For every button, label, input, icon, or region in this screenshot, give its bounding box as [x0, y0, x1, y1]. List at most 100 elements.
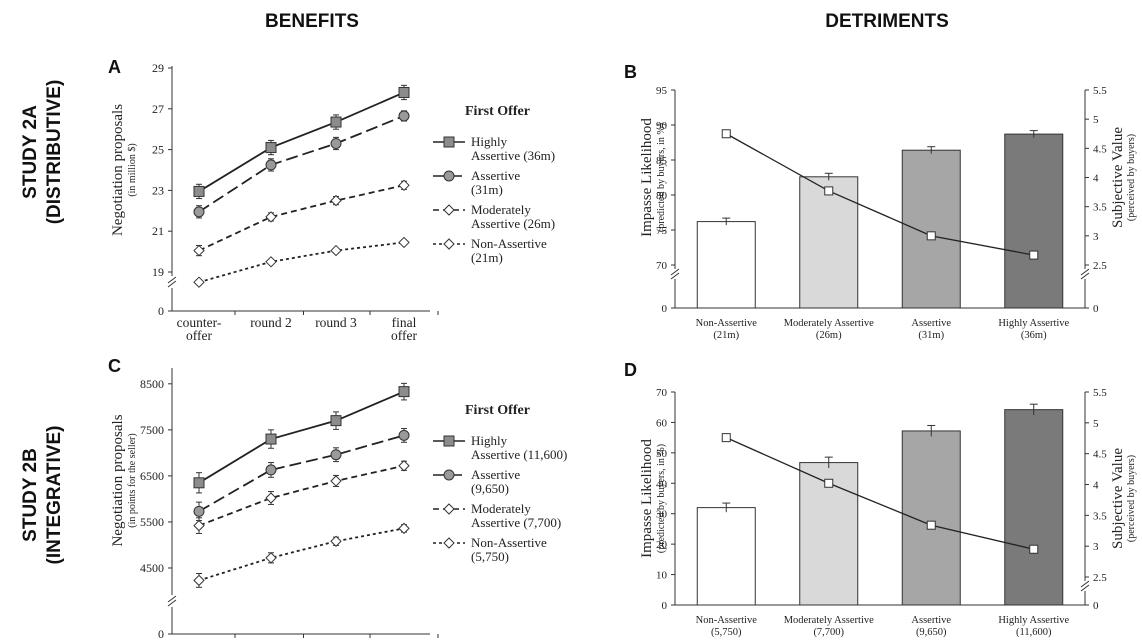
- panel-a-label: A: [108, 57, 121, 77]
- panel-a-legend-swatch-marker: [443, 238, 455, 250]
- panel-d-y2-axis-break-1: [1080, 580, 1090, 588]
- panel-d-ytick-label: 50: [656, 448, 668, 460]
- panel-d-category-label: (11,600): [1016, 627, 1052, 638]
- panel-a-data-point: [265, 159, 277, 171]
- panel-a-legend-entry: Assertive (36m): [471, 148, 555, 163]
- panel-b-category-label: (36m): [1021, 330, 1047, 341]
- panel-c-data-point: [330, 535, 342, 547]
- panel-c-legend-swatch-marker: [443, 435, 455, 447]
- panel-c-line-chart: C045005500650075008500counter-offerround…: [108, 356, 567, 640]
- panel-d-bar: [901, 430, 961, 606]
- panel-b-y2-axis-title: Subjective Value: [1110, 127, 1126, 228]
- panel-a-legend-entry: (31m): [471, 182, 503, 197]
- panel-a-legend-entry: Assertive: [471, 168, 520, 183]
- panel-c-data-point: [265, 552, 277, 564]
- panel-b-bar: [1004, 133, 1064, 309]
- panel-d-y2tick-label: 4: [1093, 480, 1099, 492]
- panel-a-data-point: [398, 86, 410, 98]
- panel-a-category-label: round 2: [250, 315, 292, 330]
- panel-b-y2tick-label: 4: [1093, 173, 1099, 185]
- panel-d-category-label: Moderately Assertive: [784, 615, 874, 626]
- panel-b-category-label: Moderately Assertive: [784, 318, 874, 329]
- panel-d-y-axis-title: Impasse Likelihood: [639, 439, 655, 558]
- panel-a-category-label: final: [392, 315, 417, 330]
- panel-c-ytick-label: 7500: [140, 423, 164, 437]
- panel-c-data-point: [398, 522, 410, 535]
- panel-b-category-label: (21m): [713, 330, 739, 341]
- study-2b-title: STUDY 2B: [20, 448, 41, 542]
- panel-b-y2-axis-break-1: [1080, 268, 1090, 276]
- panel-a-series-line: [198, 184, 405, 252]
- panel-a-data-point: [330, 137, 342, 149]
- panel-c-data-point: [193, 519, 205, 532]
- panel-b-ytick-label: 85: [656, 155, 668, 167]
- panel-c-data-point: [330, 475, 342, 487]
- panel-b-ytick-label: 90: [656, 120, 668, 132]
- panel-a-data-point: [398, 236, 410, 249]
- panel-c-ytick-label: 8500: [140, 377, 164, 391]
- panel-c-data-point: [265, 464, 277, 476]
- panel-c-legend-entry: Moderately: [471, 501, 531, 516]
- panel-d-line-point: [926, 520, 936, 530]
- panel-d-y2tick-label: 5: [1093, 418, 1099, 430]
- study-2a-label: STUDY 2A (DISTRIBUTIVE): [20, 80, 65, 225]
- panel-a-legend-entry: (21m): [471, 250, 503, 265]
- panel-b-ytick-label: 70: [656, 260, 668, 272]
- panel-c-series-line: [198, 390, 405, 484]
- panel-d-category-label: Non-Assertive: [696, 615, 758, 626]
- panel-a-data-point: [330, 244, 342, 257]
- panel-a-legend-title: First Offer: [465, 104, 530, 119]
- panel-c-ytick-label: 4500: [140, 561, 164, 575]
- panel-c-axis-break-1: [167, 595, 177, 603]
- panel-d-y2tick-label: 5.5: [1093, 387, 1107, 399]
- panel-a-legend-entry: Highly: [471, 134, 508, 149]
- panel-a-legend-entry: Non-Assertive: [471, 236, 547, 251]
- panel-d-category-label: Assertive: [911, 615, 951, 626]
- panel-d-y2-axis-break-2: [1080, 584, 1090, 592]
- panel-b-axis-break-1: [670, 268, 680, 276]
- panel-d-ytick-label: 20: [656, 539, 668, 551]
- panel-b-ytick-label: 0: [662, 303, 668, 315]
- panel-c-data-point: [193, 505, 205, 517]
- panel-a-legend-entry: Assertive (26m): [471, 216, 555, 231]
- panel-a-series-line: [198, 241, 405, 284]
- panel-c-category-label: round 3: [315, 638, 357, 640]
- panel-a-category-label: offer: [391, 328, 417, 343]
- panel-d-line-point: [824, 478, 834, 488]
- panel-d-y2tick-label: 4.5: [1093, 449, 1107, 461]
- panel-d-y2-axis-title: Subjective Value: [1110, 448, 1126, 549]
- panel-c-category-label: final: [392, 638, 417, 640]
- panel-c-y-axis-title: Negotiation proposals: [110, 414, 126, 546]
- panel-b-line-point: [824, 186, 834, 196]
- panel-a-data-point: [330, 116, 342, 128]
- panel-a-legend-swatch-marker: [443, 136, 455, 148]
- panel-b-line-point: [721, 129, 731, 139]
- panel-c-data-point: [265, 433, 277, 445]
- panel-c-legend-entry: (5,750): [471, 549, 509, 564]
- panel-b-y-axis-title: Impasse Likelihood: [639, 118, 655, 237]
- panel-a-y-axis-title: Negotiation proposals: [110, 104, 126, 236]
- panel-a-data-point: [193, 244, 205, 257]
- panel-c-ytick-label: 0: [158, 627, 164, 640]
- panel-c-category-label: counter-: [177, 638, 222, 640]
- panel-d-ytick-label: 60: [656, 417, 668, 429]
- panel-b-y2-axis-break-2: [1080, 272, 1090, 280]
- study-2b-label: STUDY 2B (INTEGRATIVE): [20, 426, 65, 565]
- panel-c-legend-swatch-marker: [443, 469, 455, 481]
- panel-b-bar: [696, 221, 756, 309]
- panel-a-data-point: [330, 194, 342, 207]
- panel-c-legend-entry: (9,650): [471, 481, 509, 496]
- panel-a-legend-swatch-marker: [443, 170, 455, 182]
- panel-b-category-label: Highly Assertive: [998, 318, 1069, 329]
- panel-b-y-axis-subtitle: (predicted by buyers, in %): [656, 123, 667, 232]
- panel-b-bar: [799, 176, 859, 309]
- panel-c-legend-entry: Assertive (11,600): [471, 447, 567, 462]
- panel-b-y2tick-label: 4.5: [1093, 143, 1107, 155]
- panel-c-data-point: [398, 460, 410, 472]
- panel-d-ytick-label: 0: [662, 600, 668, 612]
- panel-b-ytick-label: 80: [656, 190, 668, 202]
- panel-a-line-chart: A 0 19 21 23 25 27 29 counter-offer round 2 round …: [108, 57, 555, 343]
- panel-b-category-label: (26m): [816, 330, 842, 341]
- panel-c-series-line: [198, 527, 405, 582]
